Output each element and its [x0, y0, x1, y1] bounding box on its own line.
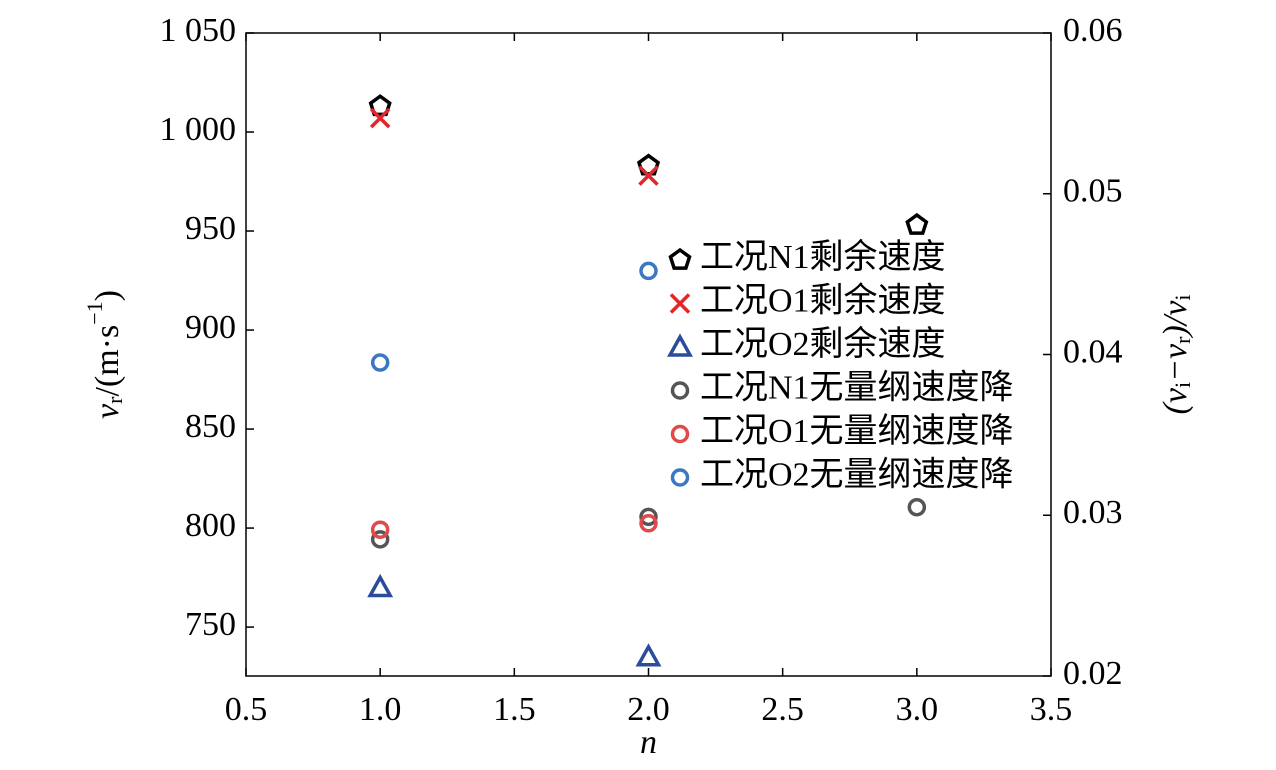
legend-label: 工况N1无量纲速度降	[700, 368, 1014, 406]
axis-label-part: −v	[1157, 343, 1194, 382]
axis-label-part: )/v	[1157, 300, 1194, 339]
point	[369, 107, 391, 129]
legend-marker	[670, 468, 690, 487]
axis-label-part: r	[1170, 336, 1195, 344]
x-axis-label: n	[640, 724, 657, 761]
legend-label: 工况O1无量纲速度降	[700, 412, 1014, 450]
point	[639, 514, 658, 533]
point	[368, 94, 392, 117]
point	[370, 520, 390, 539]
axis-label-part: −1	[82, 301, 107, 324]
legend-marker	[670, 381, 690, 400]
y2-tick-label: 0.04	[1063, 333, 1123, 370]
legend-label: 工况N1剩余速度	[700, 238, 946, 276]
axis-label-part: i	[1170, 295, 1195, 301]
y-tick-label: 750	[185, 606, 236, 643]
legend-label: 工况O2剩余速度	[700, 325, 946, 363]
legend-label: 工况O1剩余速度	[700, 281, 946, 319]
point	[370, 353, 390, 372]
y2-tick-label: 0.02	[1063, 655, 1123, 692]
legend-marker	[670, 424, 690, 444]
axis-label-part: (v	[1157, 387, 1194, 414]
point	[635, 643, 662, 667]
x-tick-label: 2.0	[627, 691, 670, 728]
point	[907, 497, 927, 517]
legend-label: 工况O2无量纲速度降	[700, 455, 1014, 493]
axis-label-part: r	[102, 396, 127, 404]
x-tick-label: 3.5	[1030, 691, 1073, 728]
x-tick-label: 1.5	[493, 691, 536, 728]
point	[370, 530, 390, 549]
y2-tick-label: 0.03	[1063, 494, 1123, 531]
point	[639, 261, 658, 281]
legend-marker	[669, 293, 691, 314]
axis-label-part: i	[1170, 382, 1195, 388]
y-tick-label: 1 000	[160, 111, 237, 148]
axis-label-part: /(m·s	[89, 325, 126, 397]
x-tick-label: 3.0	[896, 691, 939, 728]
y2-tick-label: 0.06	[1063, 12, 1123, 49]
legend-marker	[667, 333, 693, 357]
point	[639, 507, 658, 527]
point	[638, 165, 659, 186]
axis-label-part: )	[89, 290, 126, 301]
y-tick-label: 900	[185, 309, 236, 346]
y2-axis-label: (vi−vr)/vi	[1157, 295, 1195, 415]
x-tick-label: 1.0	[359, 691, 402, 728]
point	[905, 212, 929, 235]
y-tick-label: 850	[185, 408, 236, 445]
point	[367, 573, 394, 598]
y-tick-label: 1 050	[160, 12, 237, 49]
y-axis-label: vr/(m·s−1)	[82, 290, 127, 419]
legend-marker	[668, 247, 692, 270]
x-tick-label: 0.5	[225, 691, 268, 728]
y2-tick-label: 0.05	[1063, 173, 1123, 210]
y-tick-label: 800	[185, 507, 236, 544]
x-tick-label: 2.5	[761, 691, 804, 728]
axis-label-part: v	[89, 403, 126, 419]
y-tick-label: 950	[185, 210, 236, 247]
